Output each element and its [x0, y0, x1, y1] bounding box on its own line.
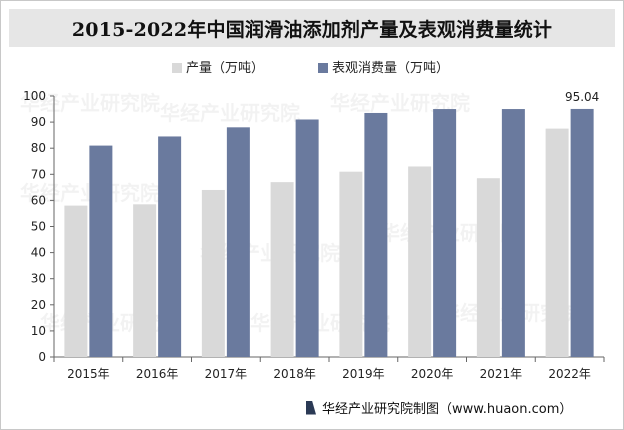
y-tick-label: 60: [31, 193, 46, 207]
bar-consumption: [89, 145, 113, 357]
footer-source: 华经产业研究院制图（www.huaon.com）: [322, 402, 573, 417]
bar-consumption: [364, 112, 388, 357]
legend-label-2: 表观消费量（万吨）: [332, 61, 449, 76]
data-label: 95.04: [565, 90, 599, 104]
x-tick-label: 2019年: [342, 367, 385, 381]
bar-production: [64, 205, 88, 357]
bar-production: [339, 171, 363, 357]
bar-production: [476, 178, 500, 357]
bar-production: [270, 182, 294, 357]
bar-consumption: [295, 119, 319, 358]
bar-consumption: [158, 136, 182, 357]
brand-logo-icon: [306, 400, 316, 415]
bar-production: [545, 128, 569, 357]
bar-consumption: [433, 109, 457, 357]
watermark-text: 华经产业研究院: [160, 101, 300, 125]
y-tick-label: 0: [38, 350, 46, 364]
y-tick-label: 70: [31, 167, 46, 181]
bar-consumption: [226, 127, 250, 357]
y-tick-label: 30: [31, 272, 46, 286]
y-tick-label: 50: [31, 220, 46, 234]
watermark-text: 华经产业研究院: [20, 91, 160, 115]
x-tick-label: 2016年: [136, 367, 179, 381]
y-tick-label: 10: [31, 324, 46, 338]
x-tick-label: 2017年: [205, 367, 248, 381]
legend-swatch-2: [318, 63, 328, 73]
x-tick-label: 2021年: [480, 367, 523, 381]
y-tick-label: 80: [31, 141, 46, 155]
bar-production: [408, 166, 432, 357]
legend-swatch-1: [172, 63, 182, 73]
title-bar: 2015-2022年中国润滑油添加剂产量及表观消费量统计: [9, 9, 615, 47]
y-tick-label: 40: [31, 246, 46, 260]
legend-label-1: 产量（万吨）: [186, 61, 264, 76]
x-tick-label: 2020年: [411, 367, 454, 381]
x-tick-label: 2018年: [273, 367, 316, 381]
chart-title: 2015-2022年中国润滑油添加剂产量及表观消费量统计: [71, 18, 553, 41]
bar-production: [133, 204, 157, 357]
y-tick-label: 100: [23, 89, 46, 103]
x-tick-label: 2022年: [548, 367, 591, 381]
bar-production: [201, 189, 225, 357]
bar-consumption: [501, 109, 525, 357]
y-tick-label: 90: [31, 115, 46, 129]
bar-consumption: [570, 108, 594, 357]
footer: 华经产业研究院制图（www.huaon.com）: [306, 398, 572, 417]
x-tick-label: 2015年: [67, 367, 110, 381]
y-tick-label: 20: [31, 298, 46, 312]
